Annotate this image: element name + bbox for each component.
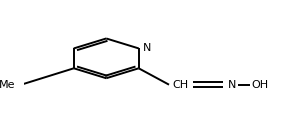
Text: CH: CH	[172, 80, 188, 90]
Text: Me: Me	[0, 80, 15, 90]
Text: N: N	[143, 43, 152, 53]
Text: N: N	[228, 80, 236, 90]
Text: OH: OH	[251, 80, 269, 90]
